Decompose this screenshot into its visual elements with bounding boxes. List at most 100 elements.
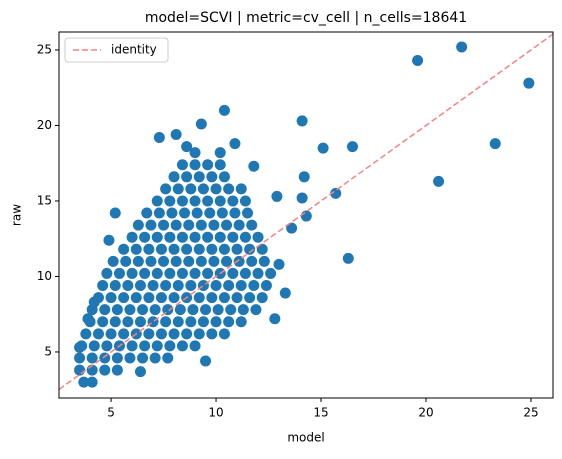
scatter-point [168, 292, 180, 304]
plot-area [59, 33, 553, 391]
scatter-point [252, 267, 264, 279]
scatter-point [170, 255, 182, 267]
axes-frame [58, 31, 554, 399]
scatter-point [147, 316, 159, 328]
scatter-point [88, 340, 100, 352]
scatter-point [145, 255, 157, 267]
scatter-point [137, 352, 149, 364]
scatter-point [214, 231, 226, 243]
scatter-point [248, 280, 260, 292]
scatter-point [147, 280, 159, 292]
scatter-point [92, 328, 104, 340]
scatter-point [160, 280, 172, 292]
scatter-point [176, 340, 188, 352]
scatter-point [172, 183, 184, 195]
scatter-point [99, 352, 111, 364]
scatter-point [239, 231, 251, 243]
scatter-point [271, 190, 283, 202]
scatter-point [218, 104, 230, 116]
scatter-point [242, 207, 254, 219]
scatter-point [158, 219, 170, 231]
scatter-point [109, 316, 121, 328]
scatter-point [269, 313, 281, 325]
scatter-point [193, 292, 205, 304]
scatter-point [412, 55, 424, 67]
scatter-point [197, 316, 209, 328]
scatter-point [111, 352, 123, 364]
scatter-point [433, 175, 445, 187]
scatter-point [206, 171, 218, 183]
scatter-point [237, 304, 249, 316]
scatter-point [126, 340, 138, 352]
scatter-point [202, 231, 214, 243]
scatter-point [189, 159, 201, 171]
scatter-point [189, 231, 201, 243]
scatter-point [80, 328, 92, 340]
scatter-point [317, 142, 329, 154]
scatter-point [181, 243, 193, 255]
y-tick-label: 20 [37, 118, 52, 132]
scatter-point [208, 219, 220, 231]
scatter-point [244, 292, 256, 304]
scatter-point [298, 171, 310, 183]
scatter-point [210, 316, 222, 328]
y-tick-label: 15 [37, 193, 52, 207]
scatter-point [143, 292, 155, 304]
scatter-point [132, 219, 144, 231]
scatter-point [164, 267, 176, 279]
scatter-point [252, 231, 264, 243]
scatter-point [149, 352, 161, 364]
scatter-point [176, 267, 188, 279]
scatter-point [164, 340, 176, 352]
scatter-point [489, 138, 501, 150]
scatter-point [122, 280, 134, 292]
scatter-point [246, 219, 258, 231]
scatter-point [158, 255, 170, 267]
scatter-point [111, 304, 123, 316]
scatter-point [151, 195, 163, 207]
scatter-point [86, 376, 98, 388]
scatter-point [231, 292, 243, 304]
scatter-point [153, 132, 165, 144]
scatter-point [124, 304, 136, 316]
scatter-point [118, 243, 130, 255]
scatter-point [111, 364, 123, 376]
scatter-point [97, 316, 109, 328]
scatter-point [210, 183, 222, 195]
scatter-point [78, 376, 90, 388]
scatter-point [195, 255, 207, 267]
scatter-point [218, 243, 230, 255]
scatter-point [118, 292, 130, 304]
scatter-point [164, 231, 176, 243]
y-axis-label: raw [10, 204, 24, 226]
x-tick-label: 5 [107, 406, 115, 420]
scatter-point [141, 207, 153, 219]
scatter-point [229, 138, 241, 150]
scatter-point [134, 280, 146, 292]
scatter-point [456, 41, 468, 53]
scatter-point [202, 195, 214, 207]
scatter-point [231, 243, 243, 255]
scatter-point [160, 316, 172, 328]
scatter-point [244, 243, 256, 255]
scatter-point [168, 328, 180, 340]
scatter-point [218, 328, 230, 340]
scatter-point [300, 210, 312, 222]
scatter-point [105, 292, 117, 304]
legend-label: identity [111, 43, 157, 57]
scatter-point [233, 255, 245, 267]
scatter-point [187, 304, 199, 316]
scatter-point [139, 231, 151, 243]
x-tick-label: 20 [418, 406, 433, 420]
scatter-point [174, 304, 186, 316]
scatter-point [176, 231, 188, 243]
chart-title: model=SCVI | metric=cv_cell | n_cells=18… [145, 10, 467, 26]
scatter-point [88, 296, 100, 308]
scatter-point [265, 267, 277, 279]
scatter-point [208, 255, 220, 267]
scatter-point [176, 195, 188, 207]
scatter-point [330, 187, 342, 199]
scatter-point [118, 328, 130, 340]
scatter-point [120, 255, 132, 267]
